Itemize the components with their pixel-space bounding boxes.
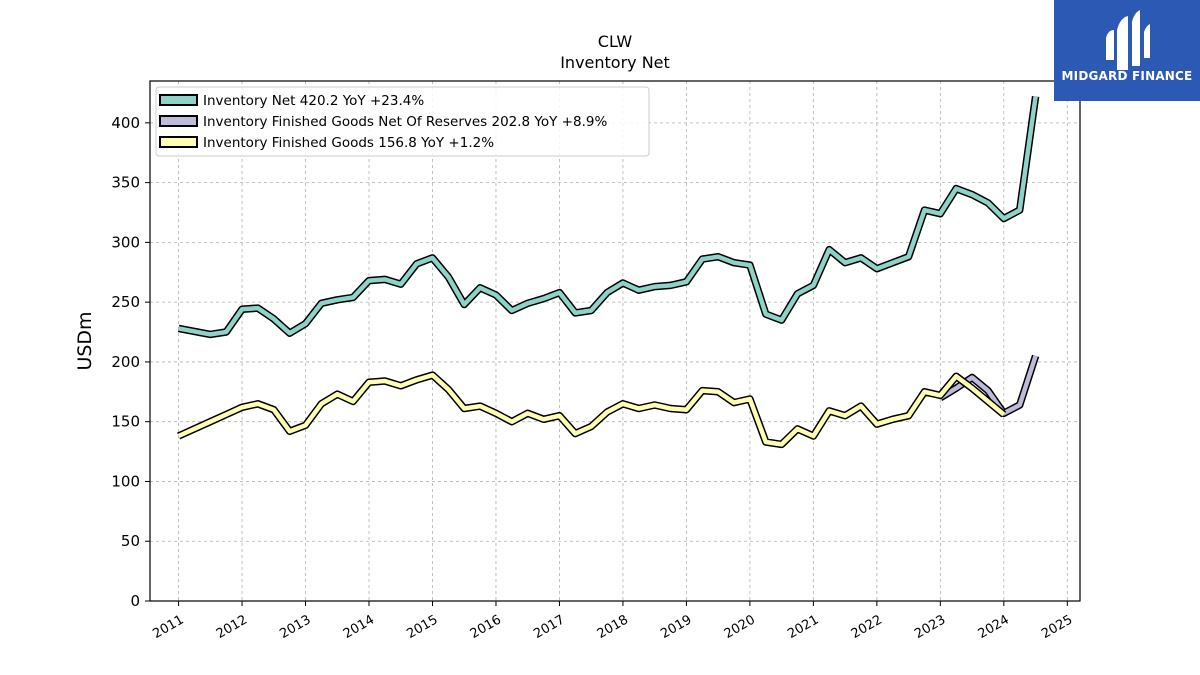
- x-tick-label: 2020: [722, 612, 758, 642]
- grid: [150, 81, 1080, 602]
- y-tick-label: 200: [111, 353, 140, 371]
- x-tick-label: 2023: [912, 612, 948, 642]
- legend: Inventory Net 420.2 YoY +23.4% Inventory …: [155, 86, 650, 157]
- legend-label: Inventory Finished Goods Net Of Reserves…: [203, 114, 607, 130]
- x-tick-label: 2025: [1039, 612, 1075, 642]
- legend-box: [155, 86, 650, 157]
- chart-title: CLW: [598, 32, 633, 51]
- legend-entry: Inventory Finished Goods Net Of Reserves…: [159, 114, 607, 130]
- x-tick-label: 2017: [531, 612, 567, 642]
- x-tick-label: 2016: [468, 612, 504, 642]
- brand-mark-icon: [1106, 10, 1150, 70]
- x-tick-label: 2021: [785, 612, 821, 642]
- x-tick-label: 2019: [658, 612, 694, 642]
- axes: 0 50 100 150 200 250 300 350 400 2011 2012 2013 2014…: [111, 114, 1075, 642]
- y-tick-label: 100: [111, 472, 140, 490]
- brand-logo: MIDGARD FINANCE: [1054, 0, 1200, 101]
- legend-entry: Inventory Net 420.2 YoY +23.4%: [159, 93, 424, 109]
- x-tick-label: 2013: [277, 612, 313, 642]
- plot-frame: [149, 80, 1081, 602]
- chart-subtitle: Inventory Net: [560, 53, 670, 72]
- x-tick-label: 2014: [341, 612, 377, 642]
- legend-entry: Inventory Finished Goods 156.8 YoY +1.2%: [159, 135, 494, 151]
- series-line-inventory-finished-goods-net-of-reserves: [938, 354, 1040, 418]
- legend-swatch: [159, 94, 198, 106]
- series-line-inventory-net: [177, 95, 1040, 339]
- series-layer: [177, 95, 1040, 449]
- legend-label: Inventory Finished Goods 156.8 YoY +1.2%: [203, 135, 494, 151]
- y-tick-label: 300: [111, 233, 140, 251]
- x-tick-label: 2024: [976, 612, 1012, 642]
- legend-swatch: [159, 115, 198, 127]
- y-tick-label: 150: [111, 413, 140, 431]
- brand-name: MIDGARD FINANCE: [1061, 69, 1193, 83]
- y-tick-label: 250: [111, 293, 140, 311]
- y-tick-label: 400: [111, 114, 140, 132]
- legend-label: Inventory Net 420.2 YoY +23.4%: [203, 93, 424, 109]
- x-tick-label: 2022: [849, 612, 885, 642]
- x-tick-label: 2011: [150, 612, 186, 642]
- y-axis-label: USDm: [74, 311, 96, 370]
- series-line-inventory-finished-goods: [177, 371, 1007, 449]
- y-tick-label: 0: [130, 592, 140, 610]
- x-tick-label: 2018: [595, 612, 631, 642]
- x-tick-label: 2015: [404, 612, 440, 642]
- y-tick-label: 50: [121, 532, 140, 550]
- legend-swatch: [159, 136, 198, 148]
- y-tick-label: 350: [111, 174, 140, 192]
- x-tick-label: 2012: [214, 612, 250, 642]
